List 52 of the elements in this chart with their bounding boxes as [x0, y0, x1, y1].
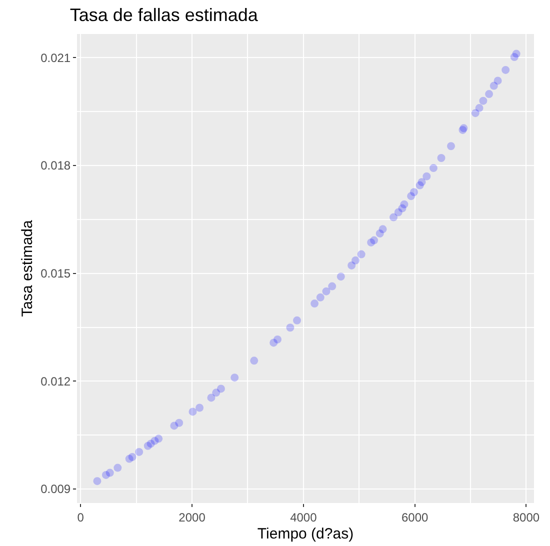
- point: [494, 76, 502, 85]
- point: [286, 324, 294, 332]
- point: [293, 316, 302, 324]
- y-axis-title: Tasa estimada: [18, 219, 36, 317]
- point: [310, 300, 319, 308]
- point: [316, 293, 324, 302]
- point: [106, 468, 114, 477]
- point: [135, 448, 144, 456]
- point: [418, 178, 426, 186]
- point: [437, 154, 446, 162]
- point: [370, 236, 378, 244]
- point: [410, 188, 418, 196]
- point: [328, 282, 336, 290]
- point: [475, 104, 484, 112]
- y-tick-label: 0.018: [40, 158, 71, 173]
- point: [274, 335, 282, 344]
- point: [447, 142, 456, 150]
- x-tick-label: 6000: [401, 510, 428, 524]
- point: [479, 96, 488, 105]
- point: [250, 356, 258, 365]
- point: [230, 374, 239, 382]
- x-tick-label: 0: [77, 510, 84, 524]
- point: [322, 287, 330, 296]
- y-tick-label: 0.012: [40, 374, 71, 388]
- point: [351, 256, 360, 264]
- point: [336, 272, 345, 281]
- point: [216, 384, 225, 393]
- chart-title: Tasa de fallas estimada: [70, 4, 259, 25]
- x-tick-label: 8000: [512, 510, 540, 524]
- point: [502, 66, 510, 74]
- point: [400, 200, 408, 208]
- point: [154, 434, 163, 443]
- point: [188, 408, 197, 416]
- y-tick-label: 0.015: [40, 266, 71, 281]
- point: [512, 50, 520, 58]
- point: [357, 250, 366, 258]
- point: [175, 418, 184, 427]
- point: [422, 172, 431, 180]
- point: [93, 477, 102, 486]
- point: [429, 164, 438, 172]
- point: [207, 394, 216, 402]
- x-axis-title: Tiempo (d?as): [257, 525, 354, 542]
- point: [196, 404, 204, 412]
- x-tick-label: 4000: [290, 510, 318, 524]
- y-tick-label: 0.009: [40, 482, 71, 496]
- point: [485, 90, 494, 98]
- point: [390, 213, 398, 222]
- y-tick-label: 0.021: [40, 50, 71, 65]
- point: [128, 453, 136, 461]
- point: [378, 225, 387, 234]
- point: [114, 464, 122, 472]
- x-tick-label: 2000: [178, 510, 206, 524]
